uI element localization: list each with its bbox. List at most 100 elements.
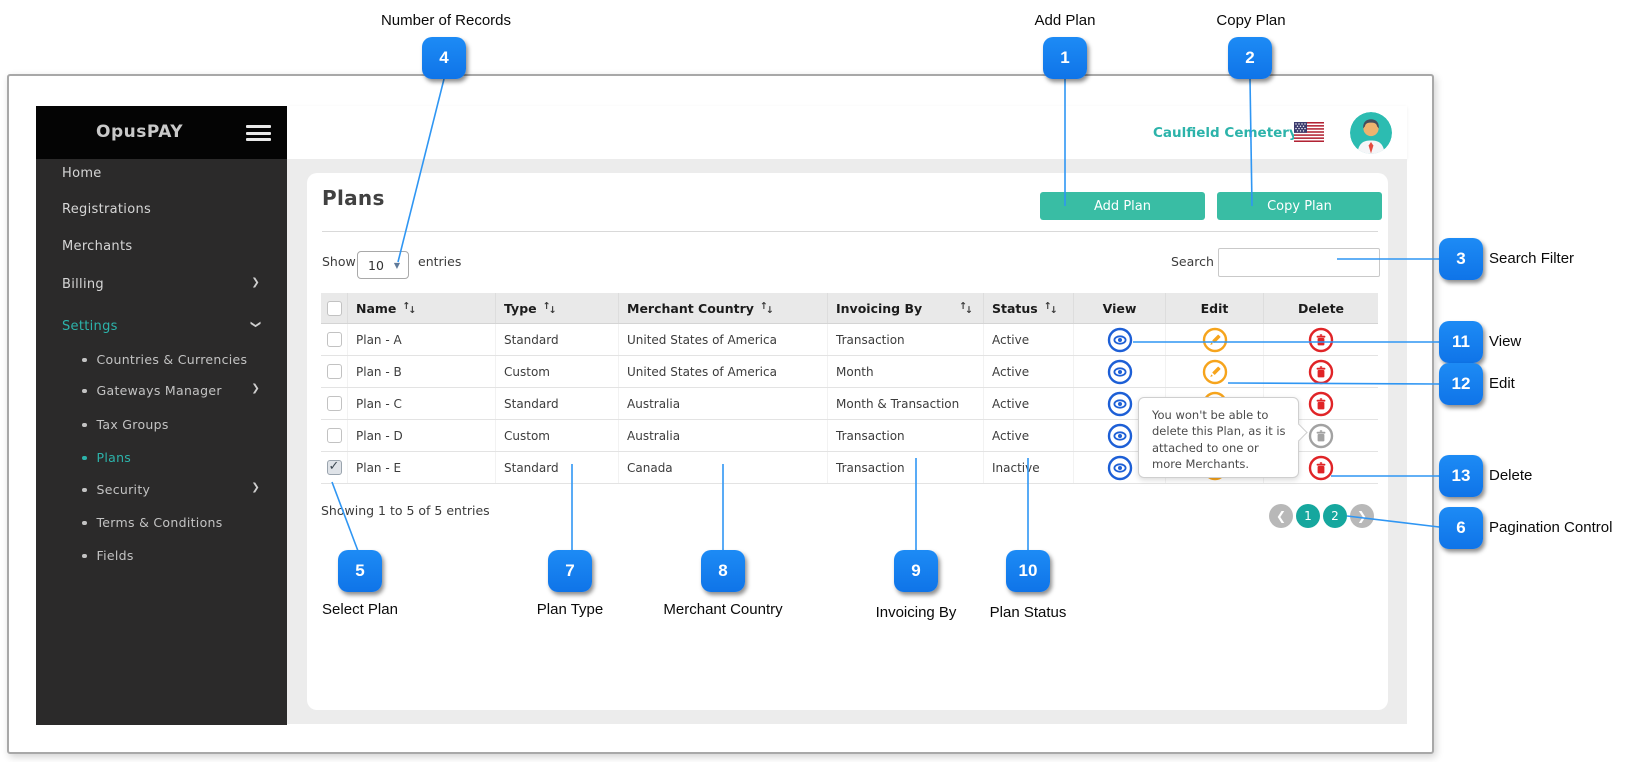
column-header-merchant-country[interactable]: Merchant Country: [618, 293, 827, 323]
annotation-badge-5: 5: [338, 550, 382, 592]
cell-country: United States of America: [618, 356, 827, 387]
column-header-invoicing-by[interactable]: Invoicing By: [827, 293, 983, 323]
sidebar-item-registrations[interactable]: Registrations: [62, 202, 152, 217]
sidebar-item-gateways-manager[interactable]: Gateways Manager ❯: [82, 383, 274, 398]
edit-icon[interactable]: [1202, 327, 1228, 353]
column-header-delete: Delete: [1263, 293, 1378, 323]
cell-status: Active: [983, 420, 1073, 451]
chevron-right-icon: ❯: [251, 383, 260, 394]
delete-icon[interactable]: [1308, 359, 1334, 385]
cell-name: Plan - A: [347, 324, 495, 355]
cell-type: Standard: [495, 452, 618, 483]
page-title: Plans: [322, 186, 385, 210]
search-input[interactable]: [1218, 248, 1380, 277]
sort-icon[interactable]: [760, 303, 772, 314]
annotation-label-add-plan: Add Plan: [1034, 12, 1096, 29]
pagination-page-1[interactable]: 1: [1296, 504, 1320, 528]
pagination-prev-button[interactable]: ❮: [1269, 504, 1293, 528]
sidebar-item-terms-conditions[interactable]: Terms & Conditions: [82, 515, 274, 530]
sidebar-item-merchants[interactable]: Merchants: [62, 239, 133, 254]
cell-invoicing: Transaction: [827, 452, 983, 483]
annotation-badge-12: 12: [1439, 363, 1483, 405]
entries-label: entries: [418, 254, 462, 269]
add-plan-button[interactable]: Add Plan: [1040, 192, 1205, 220]
sidebar-item-plans[interactable]: Plans: [82, 450, 274, 465]
sidebar-item-security[interactable]: Security ❯: [82, 482, 274, 497]
sidebar-item-countries-currencies[interactable]: Countries & Currencies: [82, 352, 274, 367]
cell-country: Canada: [618, 452, 827, 483]
divider: [322, 231, 1378, 232]
delete-disabled-tooltip: You won't be able to delete this Plan, a…: [1138, 397, 1299, 478]
cell-country: Australia: [618, 420, 827, 451]
view-icon[interactable]: [1107, 455, 1133, 481]
annotation-label-search-filter: Search Filter: [1489, 250, 1575, 267]
column-header-status[interactable]: Status: [983, 293, 1073, 323]
copy-plan-button[interactable]: Copy Plan: [1217, 192, 1382, 220]
delete-icon[interactable]: [1308, 391, 1334, 417]
bullet-icon: [82, 553, 87, 558]
sort-icon[interactable]: [543, 303, 555, 314]
table-row: Plan - A Standard United States of Ameri…: [321, 324, 1378, 356]
app-screenshot-frame: OpusPAY Home Registrations Merchants Bil…: [7, 74, 1434, 754]
column-header-edit: Edit: [1165, 293, 1263, 323]
annotation-label-plan-type: Plan Type: [536, 601, 604, 618]
annotation-badge-8: 8: [701, 550, 745, 592]
bullet-icon: [82, 388, 87, 393]
pagination-next-button[interactable]: ❯: [1350, 504, 1374, 528]
bullet-icon: [82, 357, 87, 362]
annotation-badge-4: 4: [422, 37, 466, 79]
cell-type: Standard: [495, 324, 618, 355]
row-checkbox-checked[interactable]: [326, 459, 342, 475]
annotation-label-merchant-country: Merchant Country: [663, 601, 783, 618]
cell-country: Australia: [618, 388, 827, 419]
chevron-right-icon: ❯: [251, 482, 260, 493]
hamburger-menu-icon[interactable]: [246, 125, 271, 145]
annotation-badge-2: 2: [1228, 37, 1272, 79]
sidebar-item-tax-groups[interactable]: Tax Groups: [82, 417, 274, 432]
cell-invoicing: Month & Transaction: [827, 388, 983, 419]
table-header-row: Name Type Merchant Country Invoicing By …: [321, 293, 1378, 324]
annotation-badge-1: 1: [1043, 37, 1087, 79]
user-avatar[interactable]: [1350, 112, 1392, 154]
view-icon[interactable]: [1107, 359, 1133, 385]
view-icon[interactable]: [1107, 423, 1133, 449]
topbar: Caulfield Cemetery: [287, 106, 1407, 159]
delete-icon[interactable]: [1308, 455, 1334, 481]
row-checkbox[interactable]: [326, 364, 342, 379]
view-icon[interactable]: [1107, 391, 1133, 417]
cell-type: Custom: [495, 420, 618, 451]
sort-icon[interactable]: [402, 303, 414, 314]
annotation-label-delete: Delete: [1489, 467, 1533, 484]
sort-icon[interactable]: [959, 303, 971, 314]
column-header-name[interactable]: Name: [347, 293, 495, 323]
sidebar-item-settings[interactable]: Settings ❯: [62, 319, 262, 334]
sidebar-item-home[interactable]: Home: [62, 166, 102, 181]
row-checkbox[interactable]: [326, 396, 342, 411]
annotation-label-view: View: [1489, 333, 1522, 350]
sidebar-header: OpusPAY: [36, 106, 287, 159]
annotation-badge-3: 3: [1439, 238, 1483, 280]
cell-name: Plan - C: [347, 388, 495, 419]
row-checkbox[interactable]: [326, 428, 342, 443]
annotation-label-number-of-records: Number of Records: [380, 12, 512, 29]
row-checkbox[interactable]: [326, 332, 342, 347]
table-row: Plan - B Custom United States of America…: [321, 356, 1378, 388]
select-all-checkbox-cell: [321, 293, 347, 323]
chevron-right-icon: ❯: [251, 277, 260, 288]
column-header-type[interactable]: Type: [495, 293, 618, 323]
view-icon[interactable]: [1107, 327, 1133, 353]
cell-status: Inactive: [983, 452, 1073, 483]
select-all-checkbox[interactable]: [326, 300, 342, 316]
annotation-badge-13: 13: [1439, 455, 1483, 497]
sidebar-item-fields[interactable]: Fields: [82, 548, 274, 563]
cell-status: Active: [983, 356, 1073, 387]
sort-icon[interactable]: [1044, 303, 1056, 314]
plans-card: Plans Add Plan Copy Plan Show 10 ▼ entri…: [307, 173, 1388, 710]
us-flag-icon[interactable]: [1294, 122, 1324, 142]
delete-icon[interactable]: [1308, 327, 1334, 353]
cell-type: Custom: [495, 356, 618, 387]
page-size-select[interactable]: 10 ▼: [357, 251, 409, 279]
pagination-page-2[interactable]: 2: [1323, 504, 1347, 528]
edit-icon[interactable]: [1202, 359, 1228, 385]
sidebar-item-billing[interactable]: Billing ❯: [62, 277, 260, 292]
